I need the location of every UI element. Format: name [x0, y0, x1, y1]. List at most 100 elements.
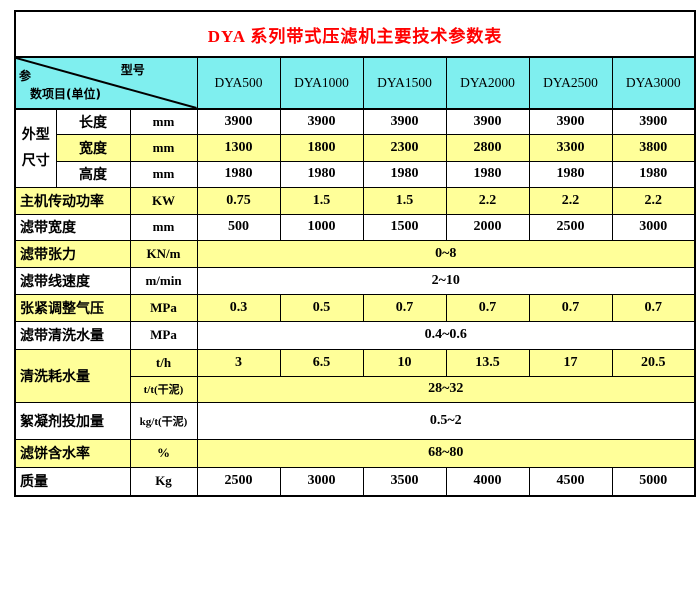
- column-header-dya1500: DYA1500: [362, 56, 447, 110]
- row-width: 宽度 mm 1300 1800 2300 2800 3300 3800: [15, 133, 696, 162]
- value-cell: 1300: [196, 133, 281, 162]
- value-cell: 0.7: [528, 293, 613, 322]
- value-cell: 2.2: [611, 186, 696, 215]
- param-label: 宽度: [55, 133, 131, 162]
- unit-cell: t/t(干泥): [129, 375, 198, 403]
- value-cell: 1800: [279, 133, 364, 162]
- diagonal-line: [16, 58, 197, 108]
- row-drive-power: 主机传动功率 KW 0.75 1.5 1.5 2.2 2.2 2.2: [14, 186, 696, 215]
- unit-cell: mm: [129, 160, 198, 188]
- value-cell: 1980: [362, 160, 447, 188]
- param-label: 滤带清洗水量: [14, 320, 131, 350]
- corner-param-label-2: 数项目(单位): [30, 87, 101, 101]
- value-cell: 0.7: [362, 293, 447, 322]
- value-cell: 1500: [362, 213, 447, 241]
- value-cell: 1980: [196, 160, 281, 188]
- parameters-table-container: DYA 系列带式压滤机主要技术参数表 型号 参 数项目(单位) DYA500 D…: [14, 10, 697, 497]
- value-cell: 3: [196, 348, 281, 377]
- merged-value-cell: 68~80: [196, 438, 696, 468]
- unit-cell: t/h: [129, 348, 198, 377]
- value-cell: 0.5: [279, 293, 364, 322]
- unit-cell: KW: [129, 186, 198, 215]
- merged-value-cell: 28~32: [196, 375, 696, 403]
- merged-value-cell: 0.4~0.6: [196, 320, 696, 350]
- header-row: 型号 参 数项目(单位) DYA500 DYA1000 DYA1500 DYA2…: [14, 56, 696, 110]
- value-cell: 2.2: [528, 186, 613, 215]
- column-header-dya2500: DYA2500: [528, 56, 613, 110]
- param-label: 滤带宽度: [14, 213, 131, 241]
- dimensions-group-label: 外型 尺寸: [14, 108, 57, 188]
- value-cell: 4000: [445, 466, 530, 497]
- param-label: 絮凝剂投加量: [14, 401, 131, 440]
- column-header-dya2000: DYA2000: [445, 56, 530, 110]
- param-label: 张紧调整气压: [14, 293, 131, 322]
- param-label: 长度: [55, 108, 131, 135]
- unit-cell: KN/m: [129, 239, 198, 268]
- unit-cell: mm: [129, 108, 198, 135]
- value-cell: 2500: [196, 466, 281, 497]
- param-label: 高度: [55, 160, 131, 188]
- value-cell: 3900: [611, 108, 696, 135]
- value-cell: 1980: [445, 160, 530, 188]
- row-belt-tension: 滤带张力 KN/m 0~8: [14, 239, 696, 268]
- param-label: 主机传动功率: [14, 186, 131, 215]
- value-cell: 17: [528, 348, 613, 377]
- value-cell: 2.2: [445, 186, 530, 215]
- row-tension-air-pressure: 张紧调整气压 MPa 0.3 0.5 0.7 0.7 0.7 0.7: [14, 293, 696, 322]
- unit-cell: mm: [129, 133, 198, 162]
- row-height: 高度 mm 1980 1980 1980 1980 1980 1980: [15, 160, 696, 188]
- value-cell: 0.75: [196, 186, 281, 215]
- column-header-dya1000: DYA1000: [279, 56, 364, 110]
- unit-cell: mm: [129, 213, 198, 241]
- table-title-cell: DYA 系列带式压滤机主要技术参数表: [14, 10, 696, 58]
- merged-value-cell: 2~10: [196, 266, 696, 295]
- value-cell: 0.7: [445, 293, 530, 322]
- corner-param-label-1: 参: [19, 69, 32, 83]
- param-label: 质量: [14, 466, 131, 497]
- param-label: 滤带张力: [14, 239, 131, 268]
- value-cell: 3300: [528, 133, 613, 162]
- value-cell: 6.5: [279, 348, 364, 377]
- value-cell: 2500: [528, 213, 613, 241]
- param-label: 滤带线速度: [14, 266, 131, 295]
- column-header-dya500: DYA500: [196, 56, 281, 110]
- param-label: 滤饼含水率: [14, 438, 131, 468]
- value-cell: 20.5: [611, 348, 696, 377]
- row-flocculant-dosage: 絮凝剂投加量 kg/t(干泥) 0.5~2: [14, 401, 696, 440]
- row-length: 外型 尺寸 长度 mm 3900 3900 3900 3900 3900 390…: [14, 108, 696, 188]
- value-cell: 1.5: [362, 186, 447, 215]
- row-belt-speed: 滤带线速度 m/min 2~10: [14, 266, 696, 295]
- value-cell: 4500: [528, 466, 613, 497]
- page-title: DYA 系列带式压滤机主要技术参数表: [207, 26, 503, 46]
- value-cell: 3000: [611, 213, 696, 241]
- merged-value-cell: 0.5~2: [196, 401, 696, 440]
- value-cell: 1980: [611, 160, 696, 188]
- value-cell: 0.7: [611, 293, 696, 322]
- param-label: 清洗耗水量: [14, 348, 131, 403]
- value-cell: 3000: [279, 466, 364, 497]
- value-cell: 3500: [362, 466, 447, 497]
- value-cell: 1980: [528, 160, 613, 188]
- value-cell: 3900: [362, 108, 447, 135]
- value-cell: 3900: [528, 108, 613, 135]
- value-cell: 3900: [279, 108, 364, 135]
- row-cake-moisture: 滤饼含水率 % 68~80: [14, 438, 696, 468]
- value-cell: 0.3: [196, 293, 281, 322]
- value-cell: 3900: [196, 108, 281, 135]
- column-header-dya3000: DYA3000: [611, 56, 696, 110]
- row-mass: 质量 Kg 2500 3000 3500 4000 4500 5000: [14, 466, 696, 497]
- value-cell: 1000: [279, 213, 364, 241]
- value-cell: 3900: [445, 108, 530, 135]
- unit-cell: kg/t(干泥): [129, 401, 198, 440]
- merged-value-cell: 0~8: [196, 239, 696, 268]
- unit-cell: %: [129, 438, 198, 468]
- row-belt-width: 滤带宽度 mm 500 1000 1500 2000 2500 3000: [14, 213, 696, 241]
- value-cell: 2000: [445, 213, 530, 241]
- unit-cell: Kg: [129, 466, 198, 497]
- value-cell: 10: [362, 348, 447, 377]
- value-cell: 2300: [362, 133, 447, 162]
- value-cell: 500: [196, 213, 281, 241]
- unit-cell: m/min: [129, 266, 198, 295]
- value-cell: 1980: [279, 160, 364, 188]
- corner-header-cell: 型号 参 数项目(单位): [14, 56, 198, 110]
